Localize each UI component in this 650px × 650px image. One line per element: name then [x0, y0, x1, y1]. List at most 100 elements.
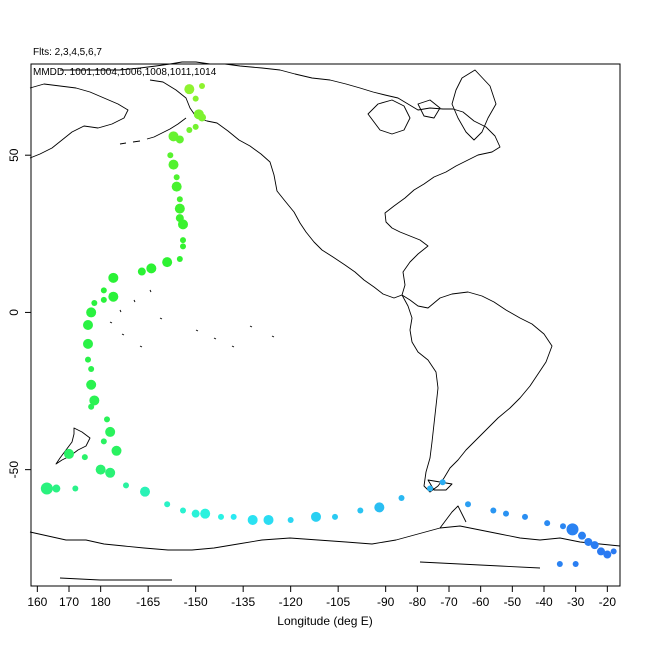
track-point — [230, 513, 237, 520]
track-point — [180, 243, 186, 250]
flights-header: Flts: 2,3,4,5,6,7 — [33, 47, 102, 58]
track-point — [40, 482, 53, 495]
track-point — [88, 366, 95, 373]
track-point — [64, 448, 74, 459]
track-point — [180, 507, 186, 514]
track-point — [175, 135, 184, 144]
track-point — [174, 203, 185, 214]
balloon-track-points — [40, 83, 617, 567]
track-point — [100, 296, 107, 303]
track-point — [108, 291, 119, 302]
x-tick-label: -70 — [440, 595, 458, 609]
track-point — [465, 501, 471, 508]
plot-border — [30, 63, 621, 587]
track-point — [184, 84, 195, 95]
x-tick-label: 170 — [59, 595, 79, 609]
track-point — [105, 426, 116, 437]
track-point — [332, 513, 338, 520]
track-point — [108, 272, 119, 283]
antarctica-coastline — [29, 525, 621, 551]
track-point — [81, 454, 88, 461]
track-point — [200, 508, 211, 519]
y-tick-label: 0 — [7, 309, 21, 316]
x-tick-label: -60 — [472, 595, 490, 609]
track-point — [597, 547, 605, 556]
track-point — [584, 537, 593, 546]
track-point — [86, 379, 97, 390]
x-tick-label: -150 — [184, 595, 208, 609]
track-point — [137, 267, 146, 276]
track-point — [162, 257, 173, 268]
track-point — [186, 127, 193, 134]
track-point — [146, 263, 157, 274]
track-point — [104, 416, 110, 423]
track-point — [603, 550, 612, 559]
track-point — [263, 514, 274, 525]
track-point — [111, 445, 122, 456]
track-point — [140, 486, 150, 497]
track-point — [176, 255, 183, 262]
track-point — [398, 494, 405, 501]
track-point — [100, 287, 107, 294]
x-tick-label: 160 — [27, 595, 47, 609]
x-axis-label: Longitude (deg E) — [277, 614, 373, 628]
x-tick-label: -40 — [535, 595, 553, 609]
track-point — [173, 174, 180, 181]
track-point — [357, 507, 364, 514]
track-point — [610, 548, 617, 555]
tierra-del-fuego — [427, 479, 453, 491]
track-point — [578, 531, 586, 540]
track-point — [311, 511, 321, 522]
south-america-coastline — [401, 291, 553, 493]
track-point — [164, 501, 171, 508]
asia-coastline — [29, 83, 129, 159]
track-point — [85, 356, 91, 363]
track-point — [490, 507, 497, 514]
track-point — [123, 482, 129, 489]
track-point — [287, 516, 294, 523]
track-point — [72, 485, 79, 492]
arctic-islands — [367, 99, 441, 135]
x-tick-label: -50 — [504, 595, 522, 609]
new-zealand-coastline — [55, 427, 91, 465]
x-tick-label: -105 — [326, 595, 350, 609]
track-point — [171, 181, 182, 192]
plot-frame: 160 170 180 -165 -150 -135 -120 -105 -90 -80 -70 -6… — [7, 63, 621, 609]
x-tick-label: -90 — [377, 595, 395, 609]
track-point — [439, 479, 446, 486]
track-point — [590, 541, 599, 550]
track-point — [89, 395, 100, 406]
x-tick-label: -30 — [567, 595, 585, 609]
track-point — [95, 464, 106, 475]
track-point — [83, 320, 93, 330]
y-tick-label: 50 — [7, 148, 21, 162]
x-tick-label: -165 — [136, 595, 160, 609]
x-tick-label: -120 — [279, 595, 303, 609]
track-point — [560, 523, 566, 530]
x-tick-label: 180 — [91, 595, 111, 609]
north-america-coastline — [60, 61, 501, 299]
track-point — [178, 219, 188, 230]
track-point — [192, 95, 199, 102]
x-tick-label: -135 — [231, 595, 255, 609]
track-point — [91, 299, 98, 306]
track-point — [52, 484, 61, 493]
track-point — [522, 513, 528, 520]
pacific-islands — [109, 289, 275, 348]
track-point — [374, 502, 385, 513]
track-point — [218, 513, 224, 520]
x-tick-label: -80 — [409, 595, 427, 609]
track-point — [167, 152, 174, 159]
track-point — [83, 338, 93, 349]
track-point — [427, 485, 433, 492]
track-point — [88, 403, 95, 410]
track-point — [199, 83, 205, 90]
track-point — [247, 514, 258, 525]
track-point — [105, 467, 116, 478]
coastlines — [29, 61, 621, 581]
track-point — [544, 520, 551, 527]
ice-shelf-line — [59, 561, 541, 581]
track-point — [503, 510, 509, 517]
x-tick-label: -20 — [599, 595, 617, 609]
track-point — [198, 113, 206, 122]
